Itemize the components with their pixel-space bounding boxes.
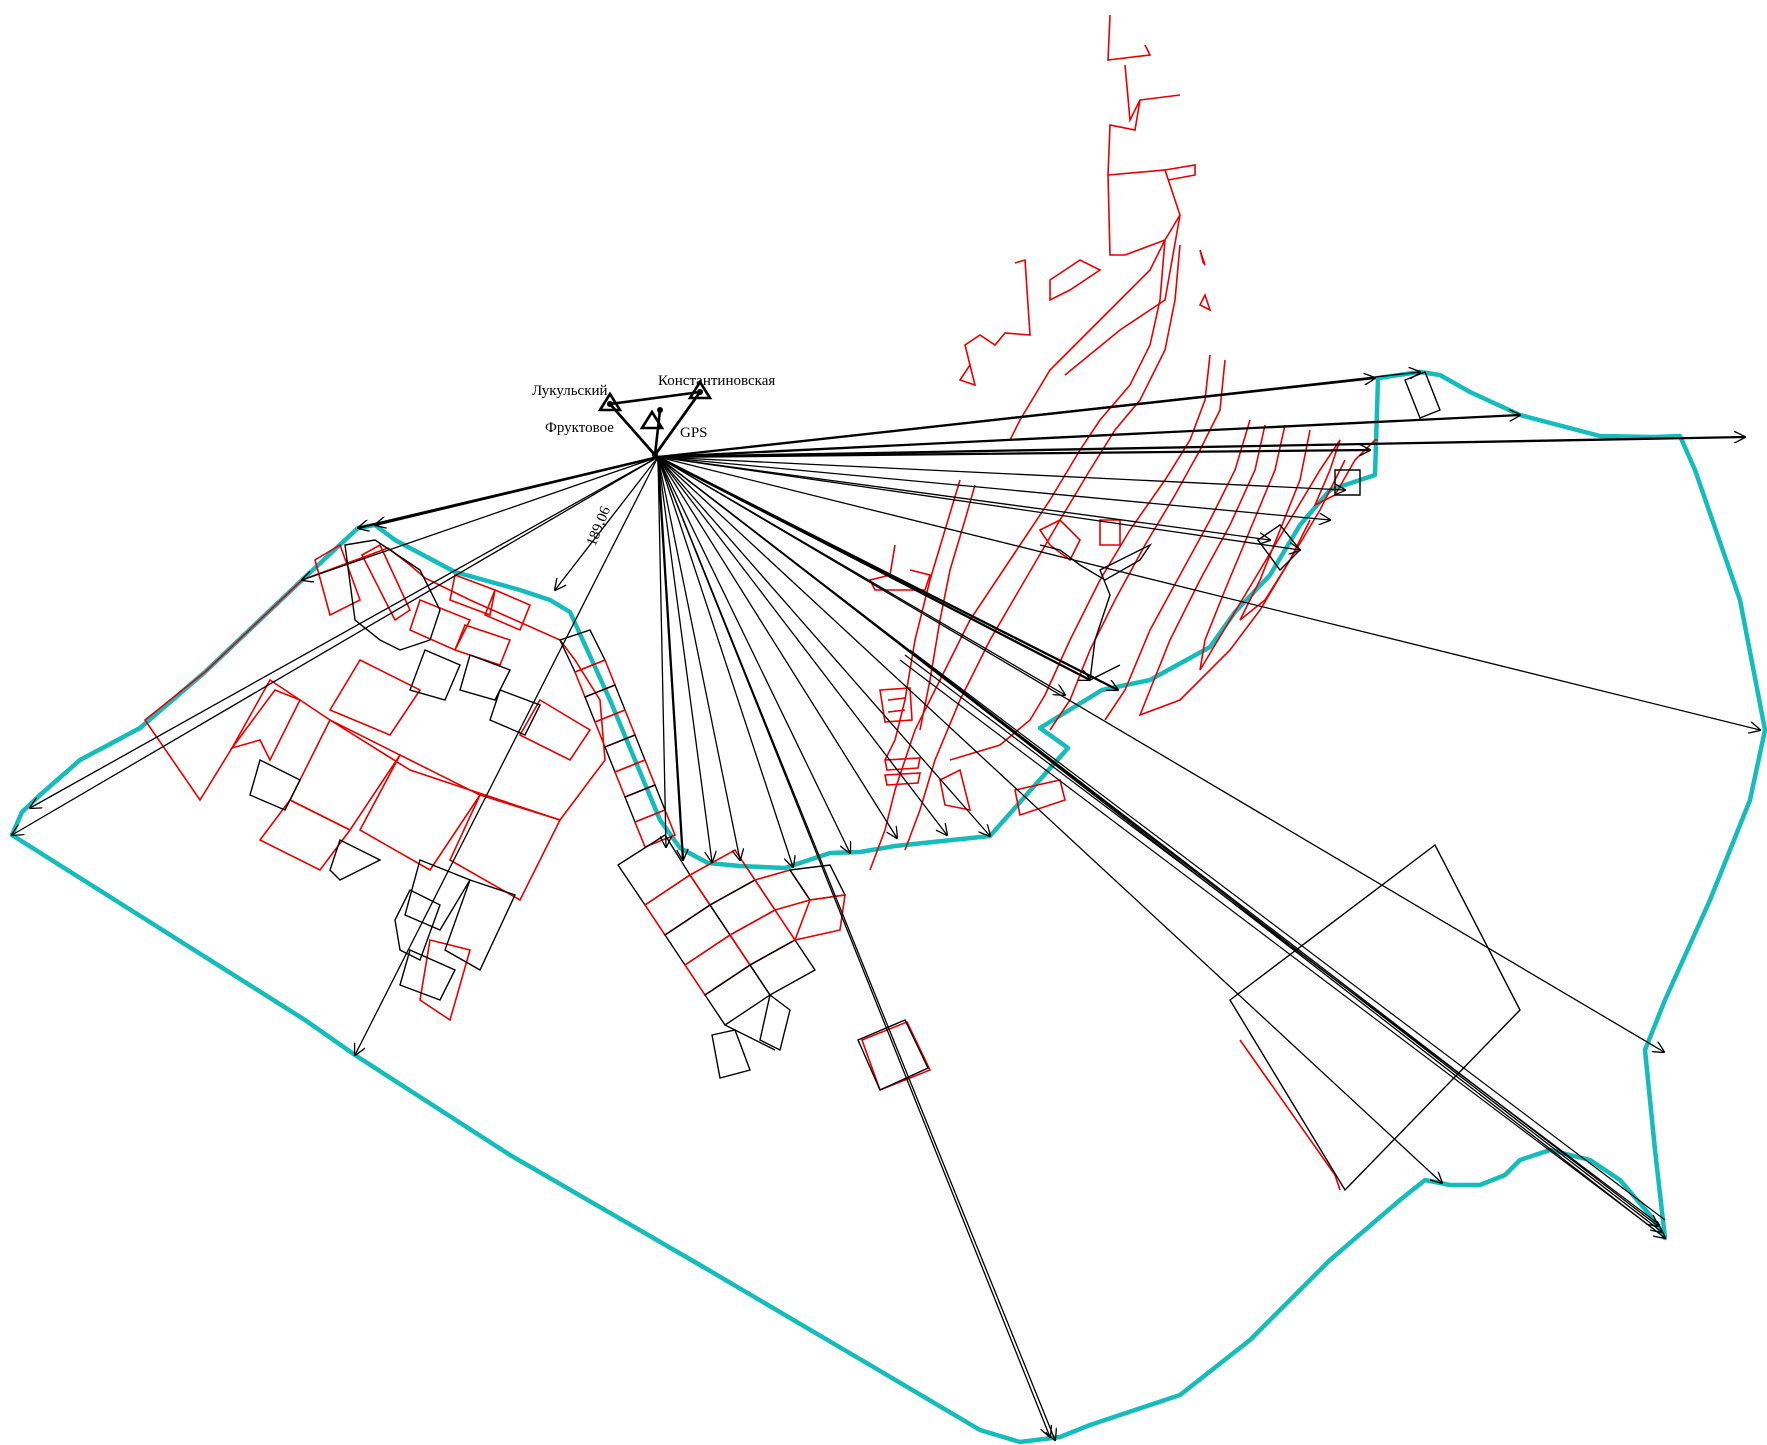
territory-boundary [9,369,1767,1445]
triangle-marker-konstantinovskaya [687,379,713,400]
survey-ray [375,455,659,525]
survey-ray [656,456,683,860]
survey-ray [657,456,712,862]
black-parcels-east [857,371,1521,1192]
south-parcels [617,834,932,1092]
red-parcels-east [868,14,1378,1191]
spine-parcels [559,629,677,849]
black-parcels-west [249,539,541,1001]
survey-ray [555,456,659,590]
survey-ray [657,456,740,860]
survey-ray [657,456,1270,540]
label-gps: GPS [680,425,708,441]
survey-ray [657,456,1760,730]
survey-ray [657,455,1090,680]
survey-ray [657,456,1330,520]
survey-ray [657,456,1055,1440]
survey-rays [12,372,1760,1440]
label-konstantinovskaya: Константиновская [658,373,775,389]
label-lukulsky: Лукульский [532,383,608,399]
survey-ray [657,456,897,838]
survey-ray [657,456,793,867]
survey-ray [12,456,659,835]
survey-ray [657,415,1520,459]
survey-ray [657,456,666,847]
survey-ray [657,456,947,835]
road-line [899,659,1656,1231]
survey-ray [355,456,659,1055]
road-line [904,654,1661,1226]
survey-ray [657,456,1065,695]
survey-ray [657,456,1345,490]
survey-ray [657,456,1300,550]
red-parcels-west [143,543,606,1022]
survey-ray [657,450,1370,459]
geodetic-network [597,379,713,458]
survey-ray [657,456,1664,1052]
triangle-marker-lukulsky [597,391,623,412]
road-line [909,649,1666,1221]
survey-ray [657,456,1442,1183]
triangle-marker-fruktovoe [639,409,665,430]
label-fruktovoe: Фруктовое [545,420,614,436]
survey-ray [657,456,850,853]
survey-ray [302,456,659,580]
survey-ray [657,437,1745,459]
label-distance: 189,06 [584,504,614,549]
survey-ray [657,372,1420,458]
survey-ray [30,456,659,808]
survey-ray [657,456,990,836]
